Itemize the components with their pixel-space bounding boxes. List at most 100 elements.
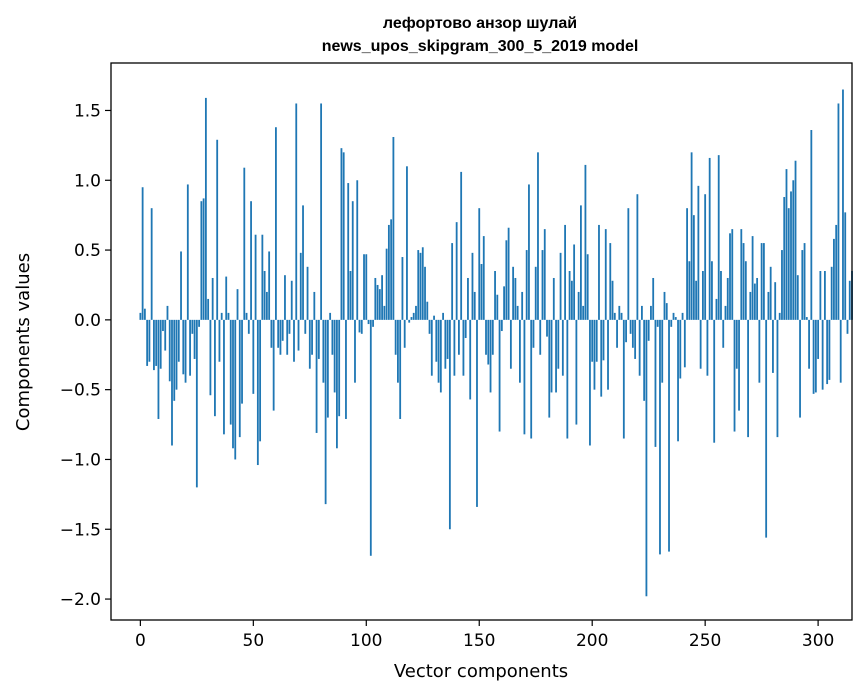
bar-226	[650, 305, 652, 320]
bar-149	[476, 319, 478, 507]
bar-240	[681, 312, 684, 320]
bar-306	[830, 266, 833, 320]
bar-203	[598, 224, 600, 320]
bar-123	[417, 250, 420, 320]
bar-242	[686, 208, 688, 320]
bar-55	[263, 271, 266, 320]
bar-7	[155, 319, 158, 366]
bar-219	[634, 319, 637, 359]
bar-94	[351, 201, 354, 320]
bar-81	[322, 319, 325, 383]
bar-273	[756, 277, 759, 320]
bar-271	[751, 236, 754, 320]
bar-180	[546, 319, 548, 337]
bar-155	[489, 319, 492, 393]
bar-89	[340, 148, 343, 320]
bar-294	[803, 243, 806, 320]
bar-167	[516, 305, 519, 320]
bar-189	[566, 319, 569, 439]
bar-102	[369, 319, 372, 556]
bar-56	[265, 291, 268, 320]
bar-51	[254, 234, 257, 320]
bar-208	[609, 243, 612, 320]
bar-162	[505, 240, 508, 320]
bar-53	[259, 319, 262, 442]
bar-146	[469, 319, 472, 400]
bar-105	[376, 284, 379, 320]
bar-212	[618, 305, 621, 320]
bar-246	[695, 280, 698, 320]
bar-236	[672, 312, 675, 320]
bar-188	[564, 224, 566, 320]
x-axis-ticks: 0 50 100 150 200 250 300	[135, 620, 834, 651]
bar-284	[781, 250, 783, 320]
bar-195	[580, 205, 582, 320]
bar-247	[697, 185, 700, 320]
bar-244	[690, 152, 693, 320]
bar-191	[570, 280, 573, 320]
bar-159	[498, 319, 501, 432]
bar-42	[234, 319, 237, 460]
y-tick-label-7: 1.5	[74, 101, 101, 121]
bar-176	[537, 152, 539, 320]
bar-1	[141, 187, 144, 320]
bar-58	[270, 319, 273, 348]
bar-308	[835, 224, 838, 320]
bar-187	[561, 319, 564, 376]
bar-278	[767, 291, 770, 320]
bar-169	[521, 291, 524, 320]
x-tick-label-250: 250	[689, 631, 721, 651]
bar-161	[503, 286, 505, 320]
bar-207	[607, 319, 609, 390]
x-tick-label-100: 100	[350, 631, 382, 651]
x-tick-label-150: 150	[463, 631, 495, 651]
bar-101	[367, 319, 370, 325]
bar-183	[552, 277, 555, 320]
bar-153	[485, 319, 487, 355]
bar-52	[256, 319, 259, 466]
bar-175	[534, 266, 537, 320]
bar-18	[180, 251, 182, 320]
bar-83	[326, 319, 329, 418]
bar-211	[616, 319, 618, 348]
bar-96	[356, 180, 359, 320]
bar-160	[500, 319, 503, 332]
bar-229	[656, 319, 659, 327]
bar-92	[347, 183, 350, 320]
bar-74	[306, 266, 309, 320]
bar-8	[157, 319, 160, 419]
bar-133	[439, 319, 442, 393]
bar-116	[401, 257, 404, 320]
bar-227	[652, 277, 655, 320]
bar-124	[419, 252, 422, 320]
bar-201	[593, 319, 596, 390]
bar-204	[600, 319, 603, 397]
bar-248	[699, 319, 702, 369]
bar-259	[724, 305, 727, 320]
bar-125	[421, 247, 424, 320]
bar-254	[713, 319, 716, 443]
bar-75	[308, 319, 311, 369]
bar-110	[387, 224, 390, 320]
bar-27	[200, 201, 203, 320]
bar-128	[428, 319, 431, 334]
bar-267	[742, 243, 745, 320]
bar-65	[286, 319, 289, 355]
bar-9	[159, 319, 162, 369]
bar-143	[462, 319, 465, 376]
bar-135	[444, 319, 447, 369]
bar-300	[817, 319, 820, 359]
bar-184	[555, 319, 557, 393]
bar-131	[435, 319, 438, 362]
bar-122	[415, 305, 417, 320]
bars-group	[139, 89, 853, 597]
bar-109	[385, 248, 388, 320]
bar-11	[164, 319, 167, 351]
bar-93	[349, 271, 352, 320]
y-tick-label-4: 0.0	[74, 311, 101, 331]
bar-238	[677, 319, 679, 442]
bar-290	[794, 160, 797, 320]
bar-84	[329, 312, 332, 320]
bar-291	[796, 275, 799, 320]
bar-68	[293, 319, 295, 362]
